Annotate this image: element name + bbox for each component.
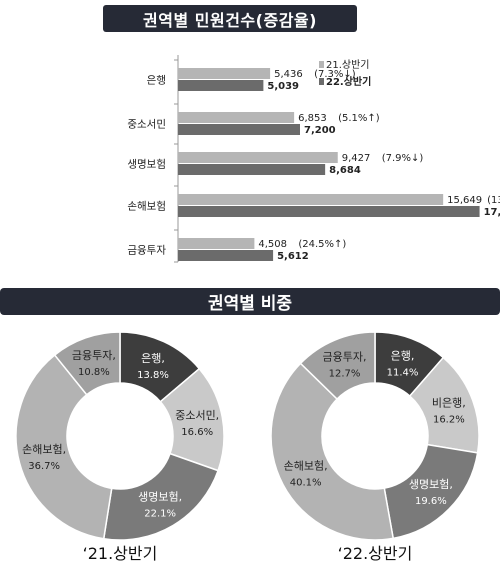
bar xyxy=(178,152,338,163)
slice-label: 손해보험, xyxy=(22,442,66,456)
change-label: (7.9%↓) xyxy=(382,153,424,164)
category-label: 생명보험 xyxy=(127,159,166,171)
slice-percent: 16.2% xyxy=(433,414,465,425)
slice-label: 은행, xyxy=(141,352,165,365)
legend-label: 21.상반기 xyxy=(326,59,370,71)
slice-percent: 22.1% xyxy=(144,508,176,519)
slice-percent: 40.1% xyxy=(290,478,322,489)
change-label: (5.1%↑) xyxy=(338,113,380,124)
bar xyxy=(178,112,295,123)
slice-label: 비은행, xyxy=(432,396,466,409)
category-label: 손해보험 xyxy=(127,200,166,213)
slice-percent: 10.8% xyxy=(78,367,110,378)
legend: 21.상반기 22.상반기 xyxy=(319,59,371,88)
donut-chart-2022h1: 은행, 11.4% 비은행, 16.2% 생명보험, 19.6% 손해보험, 40.1% 금융투… xyxy=(270,331,480,541)
change-label: (24.5%↑) xyxy=(298,239,346,250)
bar xyxy=(178,164,326,175)
category-label: 금융투자 xyxy=(127,245,166,257)
donut-caption-2021h1: ‘21.상반기 xyxy=(82,544,158,563)
slice-percent: 13.8% xyxy=(137,370,169,381)
donut-slice xyxy=(299,331,376,401)
slice-label: 중소서민, xyxy=(175,409,219,422)
slice-percent: 12.7% xyxy=(329,369,361,380)
donut-slice xyxy=(53,331,121,396)
bar-value-label: 9,427 xyxy=(342,153,371,164)
slice-percent: 11.4% xyxy=(387,367,419,378)
bar xyxy=(178,206,480,217)
donut-slice xyxy=(383,443,479,540)
category-label: 중소서민 xyxy=(127,119,166,131)
legend-swatch xyxy=(319,61,324,68)
bar xyxy=(178,250,274,261)
bar xyxy=(178,194,444,205)
bar-value-label: 15,649 xyxy=(447,195,482,206)
donut-slice xyxy=(15,353,113,540)
change-label: (13.7%↑) xyxy=(487,195,500,206)
donut-caption-2022h1: ‘22.상반기 xyxy=(337,544,413,563)
bar-value-label: 7,200 xyxy=(304,125,336,136)
bar-value-label: 8,684 xyxy=(329,165,361,176)
slice-percent: 16.6% xyxy=(181,427,213,438)
donut-chart-2021h1: 은행, 13.8% 중소서민, 16.6% 생명보험, 22.1% 손해보험, 36.7% 금융… xyxy=(15,331,225,541)
slice-label: 금융투자, xyxy=(72,349,116,362)
slice-label: 생명보험, xyxy=(138,490,182,503)
slice-label: 금융투자, xyxy=(323,351,367,364)
slice-label: 생명보험, xyxy=(409,478,453,491)
bar-value-label: 5,612 xyxy=(277,251,309,262)
bar xyxy=(178,238,255,249)
bar-value-label: 5,039 xyxy=(267,81,299,92)
slice-label: 은행, xyxy=(391,349,415,362)
bar-value-label: 17,798 xyxy=(484,207,500,218)
slice-percent: 19.6% xyxy=(415,496,447,507)
bar xyxy=(178,68,271,79)
legend-swatch xyxy=(319,78,324,85)
donut-section-title: 권역별 비중 xyxy=(0,288,500,315)
bar-value-label: 4,508 xyxy=(258,239,287,250)
bar xyxy=(178,124,300,135)
change-label: (7.3%↓) xyxy=(314,69,356,80)
donut-slice xyxy=(270,362,395,541)
slice-label: 손해보험, xyxy=(284,459,328,473)
category-label: 은행 xyxy=(147,75,166,87)
bar-value-label: 6,853 xyxy=(298,113,327,124)
bar-chart-title: 권역별 민원건수(증감율) xyxy=(103,5,357,32)
bar xyxy=(178,80,264,91)
legend-label: 22.상반기 xyxy=(326,75,371,88)
slice-percent: 36.7% xyxy=(28,461,60,472)
bar-value-label: 5,436 xyxy=(274,69,303,80)
